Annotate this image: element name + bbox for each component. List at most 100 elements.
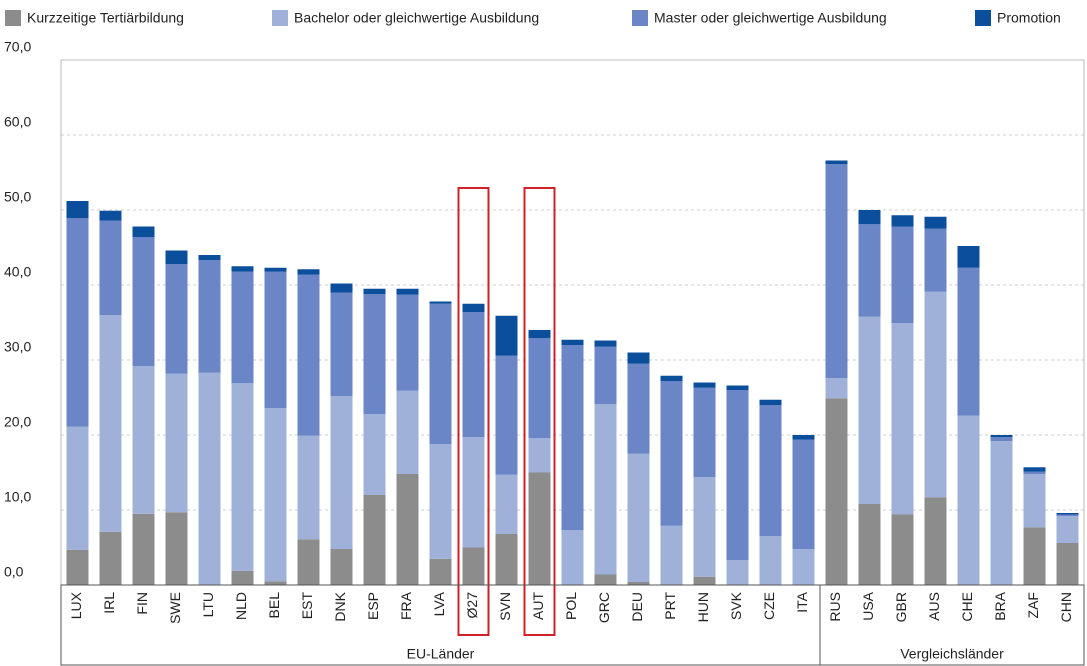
y-tick-label: 30,0 xyxy=(4,339,31,355)
bar-segment xyxy=(231,383,254,571)
x-tick-label: LTU xyxy=(200,592,216,617)
bar-segment xyxy=(561,345,584,531)
x-tick-label: DEU xyxy=(629,592,645,622)
bar-segment xyxy=(165,373,188,513)
bar-segment xyxy=(99,531,122,585)
bar-segment xyxy=(297,539,320,585)
x-tick-label: USA xyxy=(860,591,876,620)
bar-segment xyxy=(165,512,188,585)
x-tick-label: SWE xyxy=(167,592,183,624)
x-tick-label: SVK xyxy=(728,591,744,620)
legend-label: Bachelor oder gleichwertige Ausbildung xyxy=(294,10,539,26)
bar-segment xyxy=(594,404,617,575)
bar-segment xyxy=(858,210,881,225)
bar-segment xyxy=(429,301,452,304)
y-tick-label: 10,0 xyxy=(4,489,31,505)
x-tick-label: AUS xyxy=(926,592,942,621)
x-tick-label: GRC xyxy=(596,592,612,623)
bar-segment xyxy=(297,269,320,275)
bar-segment xyxy=(66,549,89,585)
bar-segment xyxy=(891,215,914,227)
bar-segment xyxy=(396,390,419,474)
x-tick-label: GBR xyxy=(893,592,909,622)
bar-segment xyxy=(198,372,221,585)
legend-label: Kurzzeitige Tertiärbildung xyxy=(27,10,184,26)
bar-segment xyxy=(759,399,782,405)
bar-segment xyxy=(363,288,386,294)
bar-segment xyxy=(396,474,419,585)
bar-segment xyxy=(528,330,551,339)
bar-segment xyxy=(594,574,617,585)
bar-segment xyxy=(660,381,683,526)
bar-segment xyxy=(1056,543,1079,585)
bar-segment xyxy=(330,292,353,396)
bar-segment xyxy=(693,576,716,585)
bar-segment xyxy=(990,441,1013,585)
bar-segment xyxy=(66,201,89,219)
y-tick-label: 40,0 xyxy=(4,264,31,280)
bar-segment xyxy=(132,513,155,585)
y-tick-label: 20,0 xyxy=(4,414,31,430)
bar-segment xyxy=(1056,514,1079,516)
y-tick-label: 0,0 xyxy=(4,564,24,580)
x-tick-label: DNK xyxy=(332,591,348,621)
bar-segment xyxy=(957,246,980,268)
bar-segment xyxy=(165,250,188,264)
bar-segment xyxy=(495,355,518,475)
bar-segment xyxy=(99,220,122,315)
bar-segment xyxy=(462,312,485,438)
bar-segment xyxy=(528,338,551,438)
legend-swatch xyxy=(632,10,648,26)
bar-segment xyxy=(1023,471,1046,474)
bar-segment xyxy=(198,255,221,261)
group-label: Vergleichsländer xyxy=(900,646,1004,662)
bar-segment xyxy=(792,435,815,440)
x-tick-label: FIN xyxy=(134,592,150,615)
legend-swatch xyxy=(5,10,21,26)
x-tick-label: BRA xyxy=(992,591,1008,620)
bar-segment xyxy=(957,415,980,585)
bar-segment xyxy=(462,303,485,312)
bar-segment xyxy=(594,340,617,347)
x-tick-label: ITA xyxy=(794,591,810,612)
bar-segment xyxy=(627,352,650,364)
bar-segment xyxy=(759,536,782,585)
bar-segment xyxy=(462,437,485,548)
bar-segment xyxy=(132,226,155,237)
bar-segment xyxy=(363,294,386,414)
x-tick-label: RUS xyxy=(827,592,843,622)
bar-segment xyxy=(165,264,188,374)
bar-segment xyxy=(759,405,782,537)
bar-segment xyxy=(693,387,716,477)
bar-segment xyxy=(363,414,386,495)
x-tick-label: AUT xyxy=(530,592,546,620)
bar-segment xyxy=(231,271,254,384)
group-box xyxy=(819,584,1085,666)
bar-segment xyxy=(594,346,617,405)
bar-segment xyxy=(726,560,749,585)
bar-segment xyxy=(396,288,419,295)
bar-segment xyxy=(495,534,518,585)
bar-segment xyxy=(297,435,320,540)
bar-segment xyxy=(858,504,881,585)
bar-segment xyxy=(660,525,683,585)
bar-segment xyxy=(495,474,518,534)
bar-segment xyxy=(1056,516,1079,543)
bar-segment xyxy=(858,224,881,317)
x-tick-label: CHN xyxy=(1058,592,1074,622)
bar-segment xyxy=(693,382,716,388)
bar-segment xyxy=(561,530,584,585)
x-tick-label: CHE xyxy=(959,592,975,622)
bar-segment xyxy=(825,164,848,378)
bar-segment xyxy=(792,549,815,585)
bar-segment xyxy=(891,226,914,324)
bar-segment xyxy=(891,323,914,515)
bar-segment xyxy=(231,266,254,272)
bar-segment xyxy=(330,396,353,549)
legend-swatch xyxy=(272,10,288,26)
x-tick-label: SVN xyxy=(497,592,513,621)
bar-segment xyxy=(891,514,914,585)
bar-segment xyxy=(429,444,452,559)
y-tick-label: 70,0 xyxy=(4,39,31,55)
